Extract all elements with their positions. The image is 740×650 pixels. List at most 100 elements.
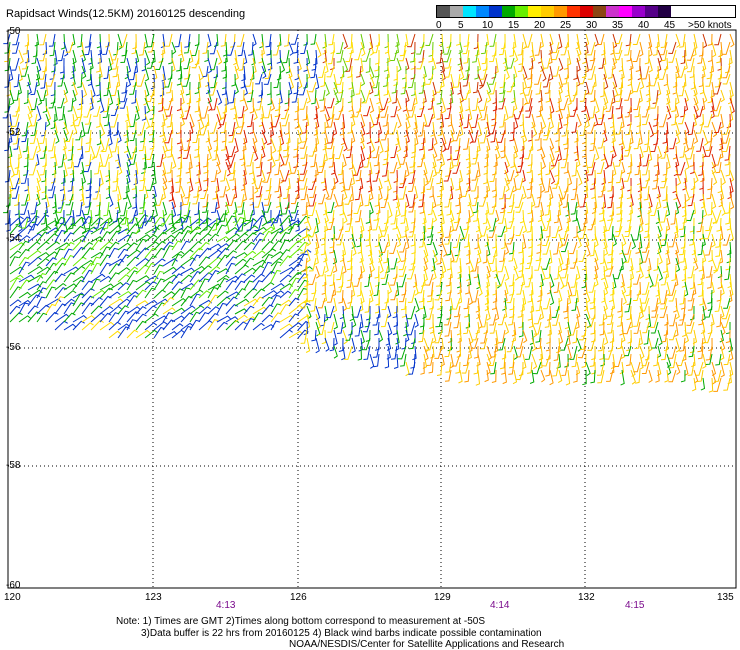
wind-barb bbox=[126, 306, 141, 315]
wind-barb bbox=[189, 232, 201, 243]
wind-barb bbox=[297, 129, 302, 145]
wind-barb bbox=[564, 65, 569, 80]
wind-barb bbox=[243, 218, 258, 227]
wind-barb bbox=[576, 57, 581, 73]
wind-barb bbox=[302, 225, 308, 239]
wind-barb bbox=[4, 209, 11, 225]
wind-barb bbox=[282, 153, 290, 166]
wind-barb bbox=[313, 105, 319, 120]
wind-barb bbox=[288, 248, 303, 259]
wind-barb bbox=[452, 233, 461, 248]
wind-barb bbox=[683, 281, 689, 297]
wind-barb bbox=[241, 65, 246, 82]
wind-barb bbox=[671, 97, 677, 113]
wind-barb bbox=[414, 297, 420, 313]
wind-barb bbox=[660, 145, 668, 159]
wind-barb bbox=[718, 225, 724, 241]
wind-barb bbox=[70, 169, 75, 183]
wind-barb bbox=[162, 312, 173, 323]
wind-barb bbox=[435, 81, 443, 93]
wind-barb bbox=[528, 169, 534, 184]
wind-barb bbox=[727, 241, 732, 256]
wind-barb bbox=[369, 73, 375, 88]
wind-barb bbox=[380, 193, 389, 208]
wind-barb bbox=[554, 137, 560, 153]
wind-barb bbox=[458, 121, 464, 137]
wind-barb bbox=[274, 177, 281, 193]
wind-barb bbox=[480, 225, 488, 237]
wind-barb bbox=[548, 49, 553, 65]
wind-barb bbox=[687, 297, 695, 311]
wind-barb bbox=[378, 137, 384, 154]
wind-barb bbox=[474, 185, 479, 200]
wind-barb bbox=[252, 259, 267, 267]
wind-barb bbox=[108, 291, 121, 299]
wind-barb bbox=[121, 209, 128, 225]
wind-barb bbox=[674, 201, 680, 215]
wind-barb bbox=[444, 369, 452, 382]
wind-barb bbox=[711, 361, 717, 377]
wind-barb bbox=[7, 145, 13, 159]
wind-barb bbox=[50, 113, 56, 130]
wind-barb bbox=[480, 313, 488, 328]
wind-barb bbox=[165, 33, 173, 47]
wind-barb bbox=[489, 353, 497, 366]
wind-barb bbox=[470, 177, 479, 192]
wind-barb bbox=[7, 113, 13, 128]
wind-barb bbox=[336, 73, 344, 85]
wind-barb bbox=[216, 213, 228, 227]
wind-barb bbox=[484, 369, 489, 383]
wind-barb bbox=[588, 281, 596, 293]
wind-barb bbox=[655, 161, 660, 176]
wind-barb bbox=[243, 257, 255, 267]
wind-barb bbox=[533, 361, 542, 375]
wind-barb bbox=[99, 97, 105, 114]
wind-barb bbox=[517, 41, 524, 56]
wind-barb bbox=[246, 89, 254, 103]
wind-barb bbox=[216, 236, 230, 243]
wind-barb bbox=[380, 265, 389, 279]
wind-barb bbox=[252, 250, 266, 259]
wind-barb bbox=[407, 73, 416, 89]
wind-barb bbox=[54, 229, 66, 243]
wind-barb bbox=[462, 73, 470, 87]
wind-barb bbox=[213, 137, 219, 152]
wind-barb bbox=[345, 329, 353, 341]
wind-barb bbox=[717, 65, 723, 80]
wind-barb bbox=[581, 353, 587, 368]
wind-barb bbox=[213, 33, 219, 47]
wind-barb bbox=[473, 33, 479, 50]
wind-barb bbox=[471, 257, 479, 272]
wind-barb bbox=[434, 345, 443, 359]
wind-barb bbox=[198, 312, 209, 323]
wind-barb bbox=[54, 129, 60, 144]
wind-barb bbox=[144, 185, 149, 200]
wind-barb bbox=[639, 305, 644, 319]
wind-barb bbox=[120, 49, 128, 63]
wind-barb bbox=[544, 201, 551, 216]
wind-barb bbox=[396, 113, 402, 129]
wind-barb bbox=[674, 217, 679, 234]
wind-barb bbox=[75, 129, 83, 141]
wind-barb bbox=[453, 145, 461, 161]
wind-barb bbox=[443, 169, 452, 182]
wind-barb bbox=[679, 289, 686, 305]
wind-barb bbox=[234, 65, 239, 81]
wind-barb bbox=[132, 193, 137, 209]
wind-barb bbox=[176, 73, 182, 86]
wind-barb bbox=[70, 209, 76, 225]
wind-barb bbox=[425, 169, 434, 183]
wind-barb bbox=[712, 97, 722, 112]
wind-barb bbox=[494, 57, 499, 74]
wind-barb bbox=[297, 57, 302, 72]
wind-barb bbox=[179, 217, 184, 231]
wind-barb bbox=[278, 121, 283, 138]
wind-barb bbox=[153, 264, 164, 275]
wind-barb bbox=[473, 209, 479, 222]
wind-barb bbox=[444, 193, 452, 208]
wind-barb bbox=[219, 105, 227, 119]
wind-barb bbox=[635, 57, 641, 72]
wind-barb bbox=[198, 272, 213, 283]
wind-barb bbox=[297, 73, 303, 89]
legend-swatch bbox=[489, 6, 502, 17]
